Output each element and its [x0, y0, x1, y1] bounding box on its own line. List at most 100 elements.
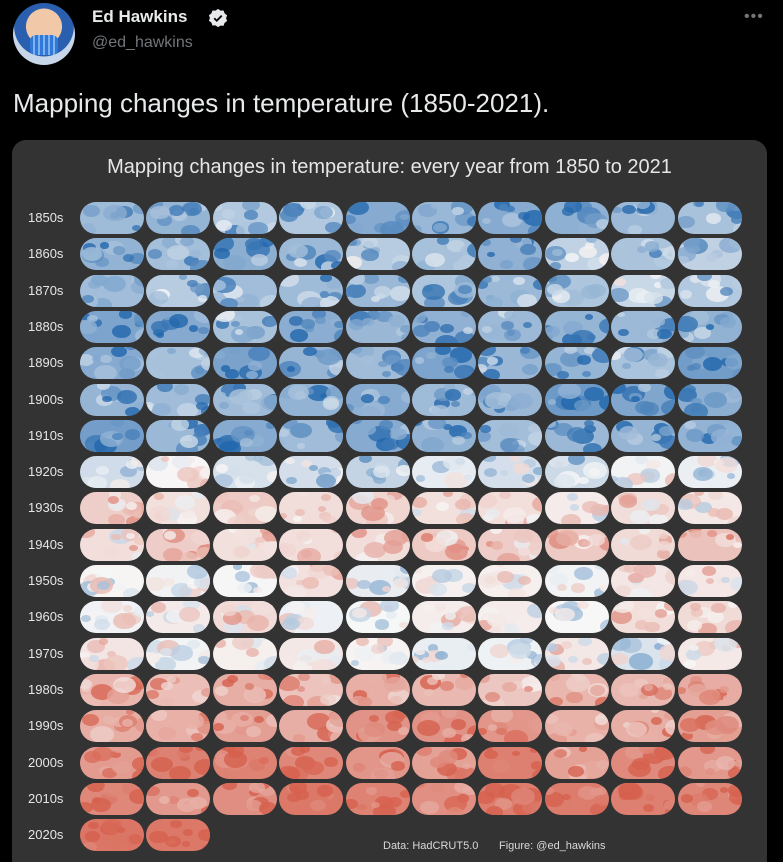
- year-map: [677, 746, 742, 779]
- year-map: [677, 310, 742, 343]
- decade-label: 1850s: [28, 210, 64, 225]
- year-map: [146, 746, 211, 779]
- year-map: [80, 565, 144, 597]
- year-map: [412, 710, 476, 743]
- year-map: [478, 637, 543, 670]
- year-map: [611, 746, 676, 779]
- author-handle[interactable]: @ed_hawkins: [92, 34, 193, 51]
- year-map: [279, 746, 344, 779]
- year-map: [146, 383, 211, 416]
- year-map: [478, 419, 543, 452]
- year-map: [544, 347, 609, 380]
- year-map: [80, 746, 144, 779]
- decade-label: 1980s: [28, 681, 64, 697]
- year-map: [279, 456, 344, 489]
- year-map: [80, 710, 144, 743]
- year-map: [611, 383, 676, 416]
- decade-label: 1940s: [28, 536, 64, 552]
- year-map: [478, 238, 543, 271]
- year-map: [544, 383, 609, 416]
- year-map: [345, 528, 410, 561]
- year-map: [279, 782, 344, 815]
- year-map: [677, 456, 742, 489]
- year-map: [279, 637, 344, 670]
- year-map: [212, 782, 277, 815]
- year-map: [279, 601, 344, 634]
- year-map: [611, 637, 676, 670]
- year-map: [212, 601, 277, 634]
- year-map: [677, 347, 742, 380]
- author-name[interactable]: Ed Hawkins: [92, 7, 188, 26]
- year-map: [279, 565, 344, 597]
- year-map: [478, 383, 543, 416]
- figure-credit: Figure: @ed_hawkins: [499, 840, 606, 852]
- year-map: [345, 238, 410, 271]
- year-map: [80, 456, 144, 489]
- year-map: [345, 419, 410, 452]
- year-map: [544, 492, 609, 525]
- year-map: [212, 347, 277, 380]
- year-map: [544, 710, 609, 743]
- decade-label: 1970s: [28, 645, 64, 661]
- verified-badge-icon: [208, 8, 228, 28]
- year-map: [80, 310, 144, 343]
- year-map: [212, 746, 277, 779]
- year-map: [345, 637, 410, 670]
- year-map: [544, 601, 609, 634]
- year-map: [345, 492, 410, 525]
- figure-image[interactable]: Mapping changes in temperature: every ye…: [12, 140, 767, 862]
- decade-label: 1860s: [28, 246, 64, 262]
- year-map: [146, 673, 211, 706]
- year-map: [677, 637, 742, 670]
- year-map: [279, 238, 344, 271]
- year-map: [279, 347, 344, 380]
- year-map: [677, 492, 742, 525]
- year-map: [611, 310, 676, 343]
- year-map: [412, 492, 476, 525]
- year-map: [279, 492, 344, 525]
- year-map: [80, 238, 144, 271]
- year-map: [80, 637, 144, 670]
- year-map: [146, 274, 211, 307]
- year-map: [80, 819, 144, 852]
- year-map: [478, 710, 543, 743]
- avatar[interactable]: [13, 3, 75, 65]
- year-map: [146, 419, 211, 452]
- year-map: [279, 383, 344, 416]
- year-map: [478, 673, 543, 706]
- year-map: [146, 310, 211, 343]
- year-map: [611, 710, 676, 743]
- decade-label: 1950s: [28, 573, 64, 588]
- ellipsis-icon[interactable]: •••: [744, 8, 764, 25]
- year-map: [345, 274, 410, 307]
- year-map: [212, 383, 277, 416]
- year-map: [345, 202, 410, 234]
- figure-title: Mapping changes in temperature: every ye…: [107, 156, 672, 178]
- year-map: [345, 565, 410, 597]
- year-map: [279, 419, 344, 452]
- year-map: [146, 819, 211, 852]
- decade-label: 1930s: [28, 500, 64, 516]
- year-map: [146, 456, 211, 489]
- year-map: [611, 601, 676, 634]
- year-map: [212, 528, 277, 561]
- year-map: [279, 310, 344, 343]
- year-map: [412, 528, 476, 561]
- year-map: [478, 274, 543, 307]
- year-map: [677, 782, 742, 815]
- data-credit: Data: HadCRUT5.0: [383, 840, 479, 852]
- year-map: [80, 419, 144, 452]
- year-map: [345, 456, 410, 489]
- year-map: [677, 202, 742, 234]
- year-map: [279, 710, 344, 743]
- year-map: [412, 456, 476, 489]
- decade-label: 1880s: [28, 318, 64, 334]
- year-map: [544, 419, 609, 452]
- year-map: [412, 746, 476, 779]
- year-map: [544, 746, 609, 779]
- year-map: [212, 274, 277, 307]
- year-map: [212, 710, 277, 743]
- year-map: [345, 782, 410, 815]
- year-map: [478, 347, 543, 380]
- year-map: [544, 310, 609, 343]
